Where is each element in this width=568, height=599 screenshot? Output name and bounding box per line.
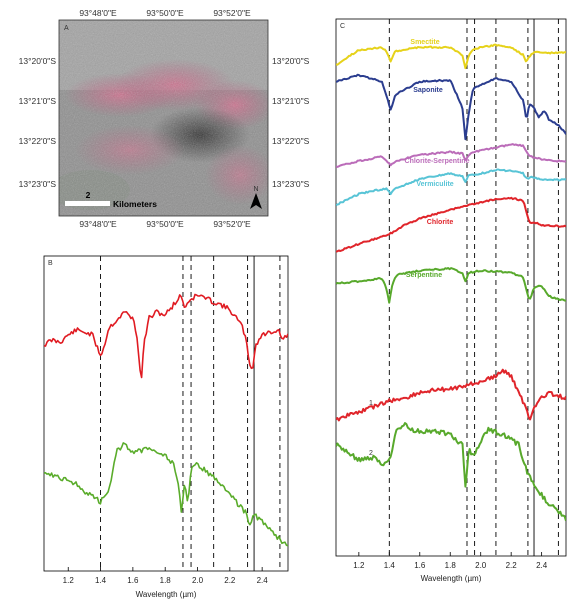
x-tick-label: 1.6 bbox=[414, 561, 426, 570]
series-label: Chlorite-Serpentine bbox=[405, 158, 470, 165]
series-label: Smectite bbox=[410, 39, 439, 46]
north-label: N bbox=[253, 186, 258, 193]
north-arrow-icon bbox=[250, 193, 262, 209]
x-tick-label: 1.6 bbox=[127, 576, 139, 585]
spectrum-line bbox=[336, 143, 566, 168]
x-tick-label: 1.2 bbox=[63, 576, 75, 585]
x-tick-label: 2.4 bbox=[257, 576, 269, 585]
x-tick-label: 1.4 bbox=[95, 576, 107, 585]
right-lat-label: 13°20'0"S bbox=[272, 56, 310, 66]
spectrum-line bbox=[44, 442, 288, 547]
x-tick-label: 2.4 bbox=[536, 561, 548, 570]
x-tick-label: 1.4 bbox=[384, 561, 396, 570]
x-tick-label: 2.0 bbox=[475, 561, 487, 570]
right-lat-label: 13°21'0"S bbox=[272, 96, 310, 106]
series-label: Chlorite bbox=[427, 219, 454, 226]
panel-a-map: A 93°48'0"E 93°50'0"E 93°52'0"E 93°48'0"… bbox=[19, 8, 310, 229]
map-image bbox=[59, 20, 268, 216]
spectrum-line bbox=[336, 422, 566, 522]
left-lat-label: 13°21'0"S bbox=[19, 96, 57, 106]
top-lon-label: 93°48'0"E bbox=[79, 8, 117, 18]
bottom-lon-label: 93°52'0"E bbox=[213, 219, 251, 229]
spectrum-line bbox=[336, 168, 566, 207]
panel-a-label: A bbox=[64, 25, 69, 32]
spectrum-line bbox=[336, 368, 566, 422]
x-tick-label: 1.8 bbox=[160, 576, 172, 585]
bottom-lon-label: 93°50'0"E bbox=[146, 219, 184, 229]
spectrum-line bbox=[44, 293, 288, 379]
scale-unit: Kilometers bbox=[113, 199, 157, 209]
spectrum-line bbox=[336, 196, 566, 253]
panel-c-chart: C Smectite Saponite Chlorite-Serpentine Ver… bbox=[335, 18, 567, 583]
left-lat-label: 13°22'0"S bbox=[19, 136, 57, 146]
top-lon-label: 93°52'0"E bbox=[213, 8, 251, 18]
panel-b-label: B bbox=[48, 260, 53, 267]
series-label: Serpentine bbox=[406, 272, 442, 279]
spectrum-line bbox=[336, 267, 566, 304]
left-lat-label: 13°23'0"S bbox=[19, 179, 57, 189]
x-tick-label: 2.2 bbox=[506, 561, 518, 570]
spectrum-line bbox=[336, 43, 566, 70]
panel-b-xlabel: Wavelength (µm) bbox=[136, 590, 197, 599]
series-label: 2 bbox=[369, 450, 373, 457]
panel-c-xlabel: Wavelength (µm) bbox=[421, 574, 482, 583]
left-lat-label: 13°20'0"S bbox=[19, 56, 57, 66]
panel-b-chart: B 1.2 1.4 1.6 1.8 2.0 2.2 2.4 Wavelength (µm) bbox=[43, 255, 289, 599]
top-lon-label: 93°50'0"E bbox=[146, 8, 184, 18]
x-tick-label: 1.2 bbox=[353, 561, 365, 570]
x-tick-label: 2.2 bbox=[224, 576, 236, 585]
x-tick-label: 2.0 bbox=[192, 576, 204, 585]
scale-bar bbox=[65, 201, 110, 206]
x-tick-label: 1.8 bbox=[445, 561, 457, 570]
bottom-lon-label: 93°48'0"E bbox=[79, 219, 117, 229]
series-label: Saponite bbox=[413, 87, 443, 94]
right-lat-label: 13°23'0"S bbox=[272, 179, 310, 189]
right-lat-label: 13°22'0"S bbox=[272, 136, 310, 146]
panel-b-frame bbox=[43, 255, 289, 572]
spectrum-line bbox=[336, 73, 566, 141]
panel-c-label: C bbox=[340, 23, 345, 30]
scale-value: 2 bbox=[86, 190, 91, 200]
panel-c-frame bbox=[335, 18, 567, 557]
series-label: 1 bbox=[369, 400, 373, 407]
series-label: Vermiculite bbox=[416, 181, 453, 188]
